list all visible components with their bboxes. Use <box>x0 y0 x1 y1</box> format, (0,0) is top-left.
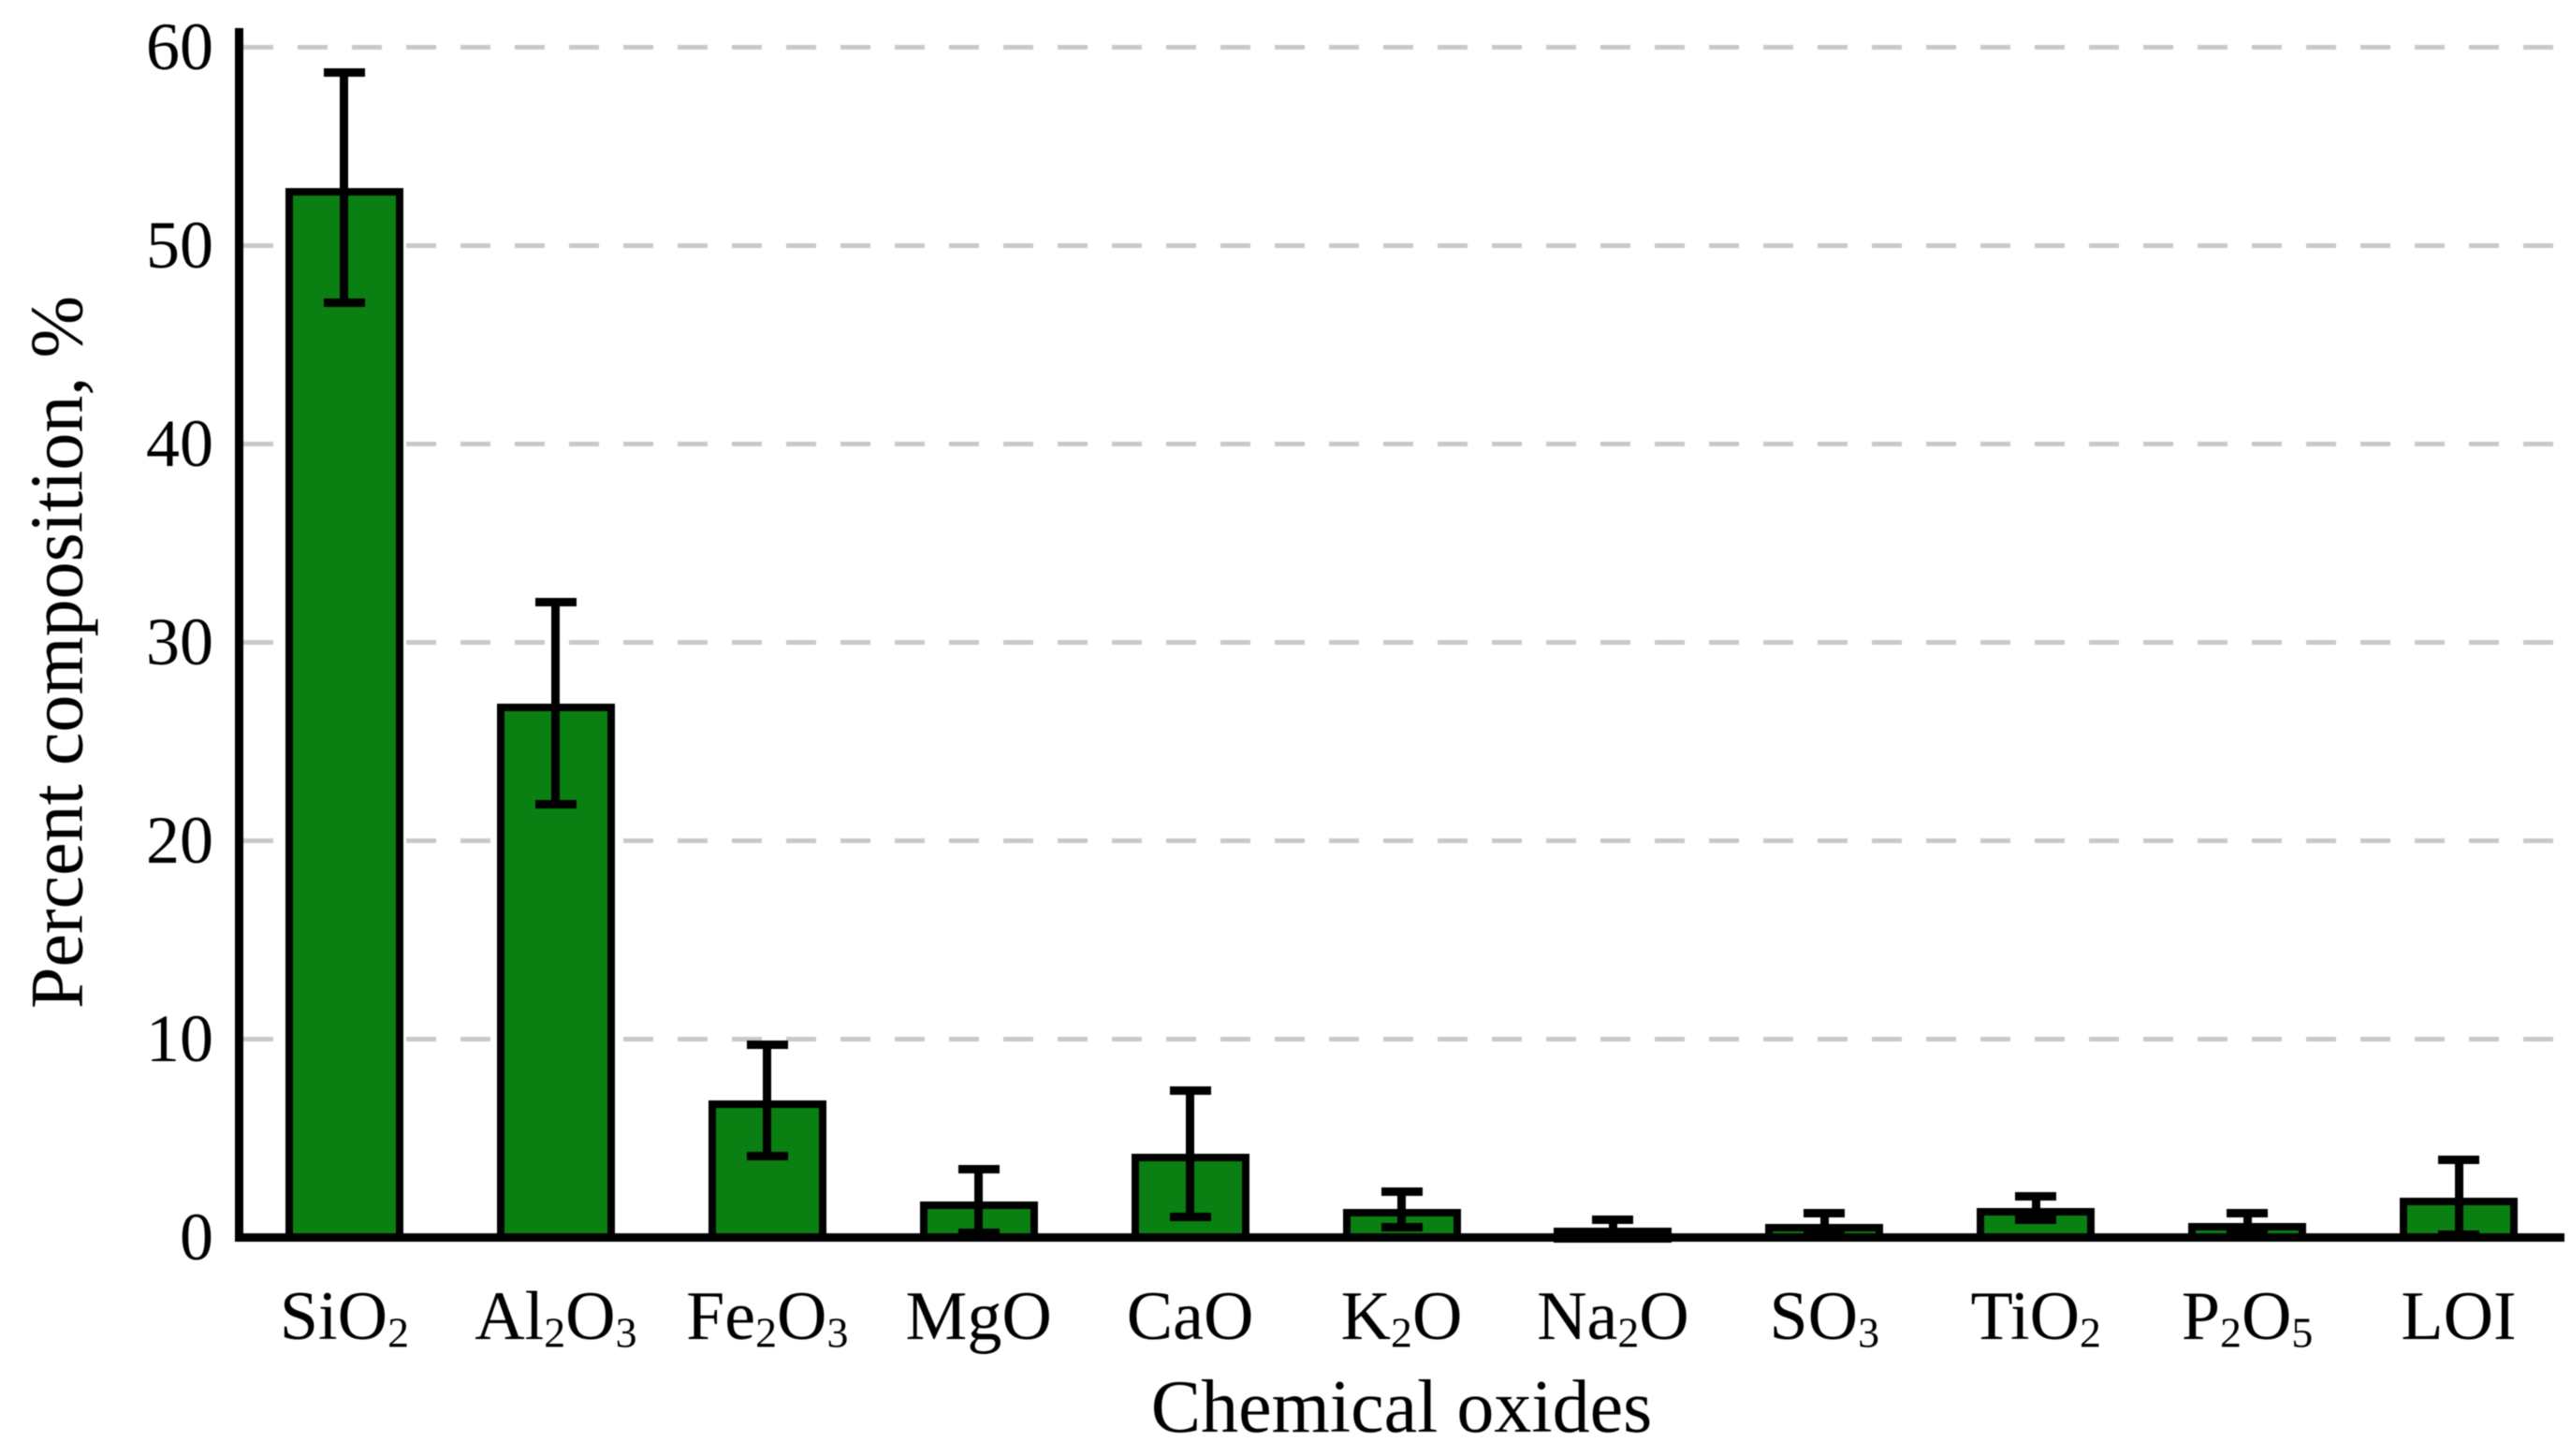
error-bar-cap-bottom-P₂O₅ <box>2227 1229 2269 1238</box>
error-bar-stem-P₂O₅ <box>2242 1213 2252 1233</box>
gridline-30 <box>243 639 2564 645</box>
x-tick-label-K₂O: K2O <box>1296 1274 1508 1359</box>
error-bar-cap-bottom-K₂O <box>1380 1222 1423 1231</box>
x-tick-label-part: SO <box>1769 1278 1859 1355</box>
error-bar-stem-Fe₂O₃ <box>763 1044 772 1157</box>
x-tick-label-part: CaO <box>1126 1278 1254 1355</box>
error-bar-cap-bottom-Fe₂O₃ <box>746 1151 788 1160</box>
error-bar-cap-top-SiO₂ <box>323 68 365 78</box>
y-tick-label-30: 30 <box>146 604 213 679</box>
error-bar-cap-top-Al₂O₃ <box>534 598 577 607</box>
x-tick-label-part: 3 <box>826 1308 849 1357</box>
error-bar-cap-top-TiO₂ <box>2015 1192 2057 1201</box>
x-tick-label-CaO: CaO <box>1085 1274 1296 1359</box>
error-bar-stem-TiO₂ <box>2031 1196 2040 1220</box>
error-bar-cap-top-LOI <box>2438 1155 2480 1164</box>
x-tick-label-part: Al <box>475 1278 545 1355</box>
x-tick-label-part: P <box>2181 1278 2221 1355</box>
x-tick-label-SO₃: SO3 <box>1718 1274 1930 1359</box>
x-tick-label-part: SiO <box>279 1278 388 1355</box>
x-tick-label-part: 3 <box>1858 1308 1880 1357</box>
x-tick-label-part: O <box>2241 1278 2292 1355</box>
error-bar-stem-Al₂O₃ <box>551 602 561 805</box>
x-tick-label-TiO₂: TiO2 <box>1930 1274 2141 1359</box>
x-tick-label-part: 2 <box>2080 1308 2101 1357</box>
x-tick-label-part: TiO <box>1970 1278 2081 1355</box>
error-bar-stem-Na₂O <box>1608 1219 1617 1236</box>
error-bar-cap-top-SO₃ <box>1804 1209 1846 1218</box>
error-bar-cap-top-Na₂O <box>1592 1216 1634 1225</box>
x-tick-label-P₂O₅: P2O5 <box>2141 1274 2353 1359</box>
error-bar-cap-bottom-Al₂O₃ <box>534 800 577 809</box>
y-tick-label-20: 20 <box>146 803 213 878</box>
x-tick-label-part: O <box>777 1278 827 1355</box>
y-axis-title-text: Percent composition, % <box>16 295 99 1010</box>
error-bar-cap-bottom-SiO₂ <box>323 298 365 307</box>
error-bar-stem-SO₃ <box>1819 1213 1829 1235</box>
error-bar-stem-MgO <box>974 1169 984 1233</box>
x-tick-label-MgO: MgO <box>873 1274 1085 1359</box>
x-tick-label-part: 2 <box>755 1308 778 1357</box>
x-tick-label-SiO₂: SiO2 <box>239 1274 450 1359</box>
y-axis-line <box>235 28 243 1242</box>
x-tick-label-part: 2 <box>1391 1308 1412 1357</box>
x-tick-label-Al₂O₃: Al2O3 <box>450 1274 662 1359</box>
x-tick-label-Fe₂O₃: Fe2O3 <box>662 1274 873 1359</box>
x-axis-title: Chemical oxides <box>1150 1366 1653 1449</box>
error-bar-stem-CaO <box>1186 1090 1195 1217</box>
error-bar-cap-top-MgO <box>957 1165 1000 1174</box>
x-tick-label-part: LOI <box>2401 1278 2517 1355</box>
error-bar-cap-bottom-CaO <box>1169 1213 1211 1222</box>
error-bar-cap-top-K₂O <box>1380 1187 1423 1196</box>
y-tick-label-50: 50 <box>146 208 213 283</box>
error-bar-stem-LOI <box>2454 1159 2463 1235</box>
gridline-20 <box>243 837 2564 843</box>
gridline-60 <box>243 44 2564 50</box>
error-bar-cap-top-Fe₂O₃ <box>746 1040 788 1049</box>
x-tick-label-part: Fe <box>686 1278 756 1355</box>
error-bar-cap-top-CaO <box>1169 1085 1211 1095</box>
x-tick-label-Na₂O: Na2O <box>1507 1274 1718 1359</box>
error-bar-cap-bottom-TiO₂ <box>2015 1216 2057 1225</box>
error-bar-cap-top-P₂O₅ <box>2227 1209 2269 1218</box>
error-bar-cap-bottom-MgO <box>957 1229 1000 1238</box>
x-tick-label-part: Na <box>1537 1278 1618 1355</box>
x-axis-line <box>235 1233 2564 1242</box>
x-tick-label-part: 2 <box>544 1308 566 1357</box>
x-tick-label-part: 5 <box>2291 1308 2314 1357</box>
y-tick-label-0: 0 <box>180 1200 213 1274</box>
x-tick-label-part: MgO <box>905 1278 1052 1355</box>
x-tick-label-part: 2 <box>1617 1308 1640 1357</box>
x-tick-label-part: K <box>1340 1278 1392 1355</box>
x-tick-label-part: O <box>1411 1278 1463 1355</box>
x-tick-label-part: O <box>565 1278 616 1355</box>
error-bar-stem-K₂O <box>1397 1191 1406 1228</box>
bar-SiO₂ <box>285 187 403 1241</box>
error-bar-stem-SiO₂ <box>340 72 349 303</box>
x-tick-label-part: 3 <box>615 1308 637 1357</box>
gridline-40 <box>243 441 2564 446</box>
x-tick-label-part: 2 <box>2220 1308 2242 1357</box>
gridline-50 <box>243 242 2564 248</box>
gridline-10 <box>243 1036 2564 1041</box>
x-tick-label-LOI: LOI <box>2353 1274 2564 1359</box>
x-tick-label-part: 2 <box>387 1308 409 1357</box>
x-tick-label-part: O <box>1639 1278 1689 1355</box>
y-tick-label-40: 40 <box>146 406 213 481</box>
y-tick-label-10: 10 <box>146 1001 213 1076</box>
y-tick-label-60: 60 <box>146 9 213 84</box>
